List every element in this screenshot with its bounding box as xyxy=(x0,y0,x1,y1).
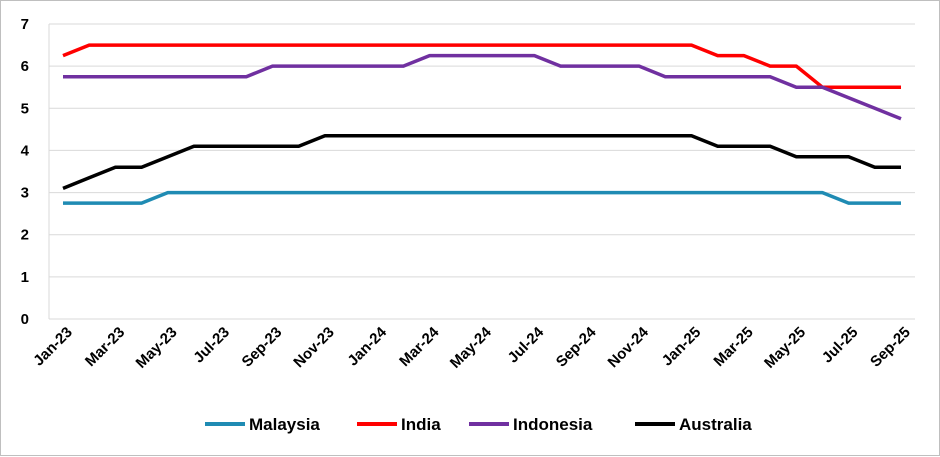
x-tick-label: Jan-23 xyxy=(30,324,76,370)
x-tick-label: Jul-23 xyxy=(190,324,233,367)
x-tick-label: Sep-25 xyxy=(867,324,914,371)
x-tick-label: Jan-25 xyxy=(659,324,705,370)
y-tick-label: 5 xyxy=(21,100,29,117)
y-tick-label: 4 xyxy=(21,142,30,159)
y-tick-label: 1 xyxy=(21,269,29,286)
series-line-malaysia xyxy=(63,190,901,205)
legend-label-australia: Australia xyxy=(679,415,752,434)
x-tick-label: May-25 xyxy=(761,324,809,372)
y-tick-label: 2 xyxy=(21,227,29,244)
legend: Malaysia India Indonesia Australia xyxy=(205,415,752,434)
x-tick-label: May-24 xyxy=(447,323,495,371)
series-line-australia xyxy=(62,133,901,191)
series-line-india xyxy=(62,43,901,89)
x-tick-label: Sep-24 xyxy=(553,323,600,370)
legend-label-malaysia: Malaysia xyxy=(249,415,320,434)
y-tick-label: 0 xyxy=(21,311,29,328)
y-tick-label: 6 xyxy=(21,58,29,75)
legend-label-indonesia: Indonesia xyxy=(513,415,593,434)
series-line-indonesia xyxy=(63,53,902,121)
legend-label-india: India xyxy=(401,415,441,434)
x-tick-label: Jul-24 xyxy=(505,323,548,366)
x-tick-label: Mar-23 xyxy=(82,324,128,370)
x-tick-label: May-23 xyxy=(133,324,181,372)
x-tick-label: Mar-24 xyxy=(396,323,443,370)
x-tick-label: Sep-23 xyxy=(239,324,286,371)
y-tick-label: 7 xyxy=(21,16,29,33)
x-tick-label: Jul-25 xyxy=(819,324,862,367)
x-tick-label: Mar-25 xyxy=(710,324,756,370)
x-tick-label: Nov-23 xyxy=(290,324,337,371)
x-tick-label: Nov-24 xyxy=(605,323,653,371)
y-tick-label: 3 xyxy=(21,185,29,202)
series-lines xyxy=(62,43,902,205)
x-tick-label: Jan-24 xyxy=(344,323,390,369)
